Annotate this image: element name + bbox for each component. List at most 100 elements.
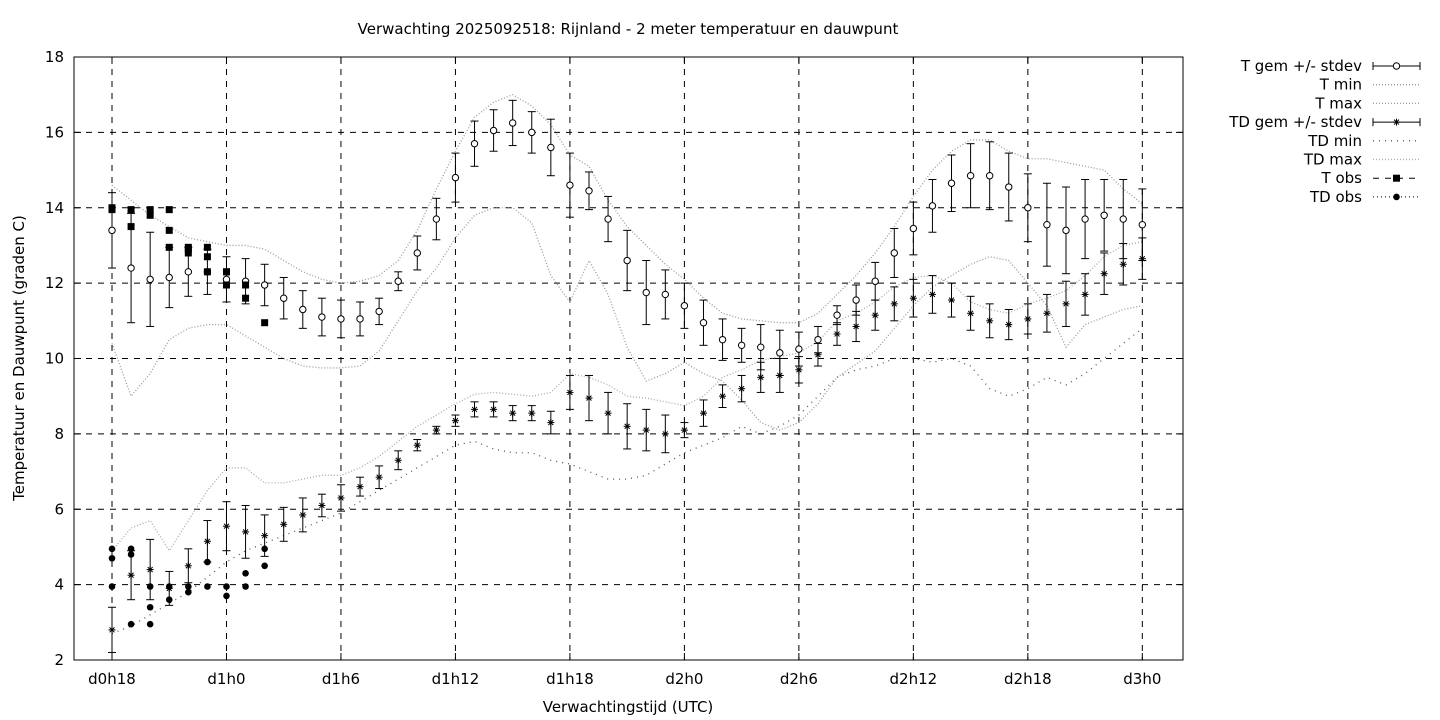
td-gem-point (528, 409, 536, 417)
legend-marker (1393, 118, 1400, 126)
legend-label: TD max (1303, 151, 1362, 169)
td-obs-point (185, 583, 192, 590)
t-gem-point (547, 143, 555, 152)
t-gem-point (432, 215, 441, 223)
td-obs-point (146, 603, 154, 611)
legend-label: T obs (1321, 169, 1363, 187)
td-gem-point (146, 566, 154, 574)
td-gem-point (814, 351, 822, 359)
legend-item-td-min: TD min (1307, 132, 1420, 150)
td-gem-point (375, 473, 383, 481)
y-tick-label: 2 (54, 651, 64, 669)
td-obs-point (242, 583, 249, 590)
t-gem-point (833, 311, 841, 319)
td-gem-point (833, 330, 841, 338)
td-gem-point (280, 520, 288, 528)
legend-item-t-min: T min (1319, 76, 1420, 94)
td-gem-point (394, 456, 402, 464)
x-tick-label: d0h18 (88, 670, 136, 688)
td-gem-point (890, 300, 898, 308)
series-line-t-min (111, 207, 1143, 431)
x-tick-label: d1h12 (432, 670, 480, 688)
legend-item-t-obs: T obs (1321, 169, 1420, 187)
y-tick-label: 12 (45, 274, 64, 292)
td-obs-point (242, 570, 249, 577)
td-gem-point (852, 322, 860, 330)
td-gem-point (490, 405, 498, 413)
x-axis-ticks: d0h18 d1h0 d1h6 d1h12 d1h18 d2h0 d2h6 d2h12 d2h1… (88, 57, 1161, 688)
t-obs-point (146, 211, 154, 219)
t-gem-point (318, 313, 326, 321)
y-tick-label: 14 (45, 199, 64, 217)
td-gem-point (1138, 255, 1146, 263)
td-gem-point (566, 388, 574, 396)
td-gem-point (318, 501, 326, 509)
legend-label: TD gem +/- stdev (1228, 113, 1362, 131)
t-gem-point (165, 273, 173, 282)
t-obs-point (108, 206, 116, 214)
td-gem-point (261, 532, 269, 540)
td-gem-point (967, 309, 975, 317)
td-gem-point (356, 483, 364, 491)
y-tick-label: 8 (54, 425, 64, 443)
t-obs-point (146, 206, 154, 214)
td-obs-point (108, 545, 116, 553)
t-gem-point (108, 226, 116, 235)
t-obs-point (203, 253, 211, 261)
t-gem-point (928, 202, 937, 210)
td-gem-point (222, 522, 230, 530)
td-gem-point (719, 392, 727, 400)
t-gem-point (299, 305, 307, 314)
td-gem-point (757, 373, 765, 381)
t-gem-point (508, 119, 517, 127)
t-obs-point (127, 206, 135, 214)
y-axis-ticks: 2 4 6 8 10 12 14 16 18 (45, 48, 1183, 669)
x-axis-label: Verwachtingstijd (UTC) (543, 698, 714, 716)
t-gem-point (909, 224, 918, 233)
td-gem-point (623, 422, 631, 430)
td-obs-point (146, 583, 154, 590)
t-gem-point (451, 173, 460, 182)
td-gem-point (1100, 270, 1108, 278)
t-obs-point (203, 268, 211, 276)
t-gem-point (718, 335, 727, 344)
t-obs-point (203, 243, 211, 251)
td-obs-point (127, 551, 135, 558)
chart-title: Verwachting 2025092518: Rijnland - 2 met… (358, 20, 899, 38)
td-gem-point (242, 528, 250, 536)
td-obs-point (204, 583, 211, 590)
legend-label: TD obs (1309, 188, 1362, 206)
t-gem-point (699, 318, 708, 327)
series-line-t-max (111, 93, 1143, 324)
td-obs-point (146, 620, 154, 628)
x-tick-label: d3h0 (1123, 670, 1161, 688)
t-gem-point (528, 128, 536, 137)
legend-marker (1393, 193, 1400, 201)
td-gem-point (928, 290, 936, 298)
series-line-td-max (111, 241, 1143, 552)
td-gem-point (451, 417, 459, 425)
legend-label: T gem +/- stdev (1240, 57, 1362, 75)
td-gem-point (127, 571, 135, 579)
td-obs-point (165, 596, 173, 603)
td-obs-point (127, 620, 135, 628)
td-gem-point (547, 419, 555, 427)
legend-item-t-max: T max (1314, 94, 1420, 112)
t-gem-point (680, 302, 689, 310)
y-tick-label: 6 (54, 500, 64, 518)
t-gem-point (947, 179, 956, 187)
td-gem-point (337, 494, 345, 502)
t-obs-point (222, 281, 230, 289)
grid-lines (74, 57, 1183, 660)
td-gem-point (299, 511, 307, 519)
td-gem-point (776, 371, 784, 379)
t-gem-point (356, 315, 364, 323)
y-axis-label: Temperatuur en Dauwpunt (graden C) (10, 215, 28, 502)
t-gem-point (184, 268, 193, 276)
td-gem-point (413, 441, 421, 449)
x-tick-label: d1h0 (207, 670, 245, 688)
t-gem-point (127, 264, 135, 272)
td-obs-point (165, 583, 173, 590)
td-gem-point (108, 626, 116, 634)
